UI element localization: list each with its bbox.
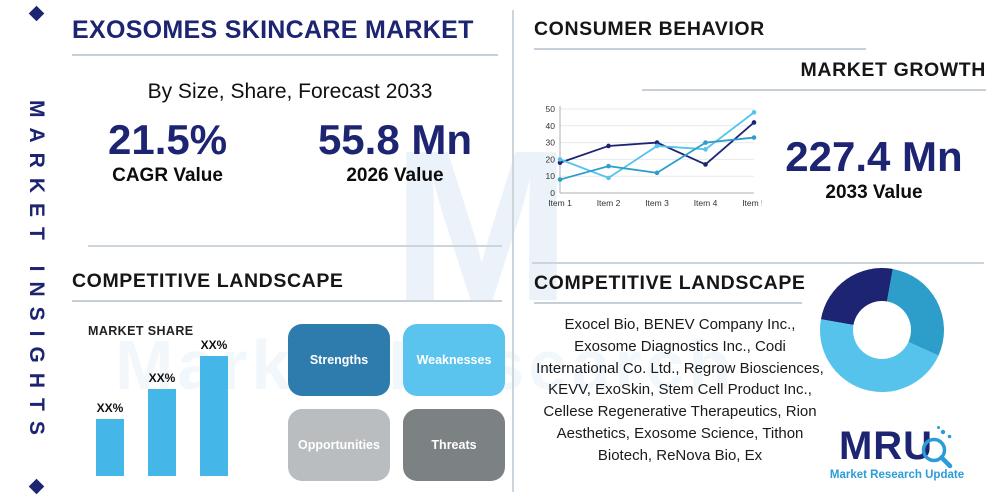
- mru-logo-text: MRU: [838, 424, 934, 468]
- swot-tile-threats: Threats: [403, 409, 505, 481]
- consumer-behavior-underline: [534, 48, 866, 50]
- value-2026-stat: 55.8 Mn 2026 Value: [318, 116, 472, 187]
- svg-text:10: 10: [546, 171, 556, 181]
- market-share-bar: XX%: [96, 400, 124, 476]
- value-2033-stat: 227.4 Mn 2033 Value: [762, 133, 986, 217]
- market-share-bar: XX%: [200, 338, 228, 476]
- cagr-label: CAGR Value: [112, 165, 223, 187]
- value-2026-value: 55.8 Mn: [317, 116, 472, 163]
- swot-tile-weaknesses: Weaknesses: [403, 324, 505, 396]
- page-title: EXOSOMES SKINCARE MARKET: [72, 16, 474, 44]
- title-underline: [72, 54, 498, 56]
- mru-logo: MRU Market Research Update: [812, 420, 982, 481]
- market-growth-underline: [642, 89, 986, 91]
- swot-grid: Strengths Weaknesses Opportunities Threats: [288, 324, 505, 481]
- market-share-chart: XX% XX% XX%: [96, 338, 268, 476]
- horizontal-divider-left: [88, 245, 502, 247]
- competitive-landscape-right-underline: [534, 302, 802, 304]
- market-insights-rail: MARKET INSIGHTS: [12, 5, 60, 495]
- diamond-icon-bottom: [28, 478, 44, 495]
- market-overview-section: EXOSOMES SKINCARE MARKET By Size, Share,…: [72, 16, 508, 187]
- svg-text:Item 4: Item 4: [694, 198, 718, 208]
- svg-text:Item 2: Item 2: [597, 198, 621, 208]
- swot-tile-strengths: Strengths: [288, 324, 390, 396]
- value-2033-value: 227.4 Mn: [785, 133, 963, 180]
- consumer-behavior-title: CONSUMER BEHAVIOR: [534, 18, 765, 40]
- svg-text:Item 3: Item 3: [645, 198, 669, 208]
- market-insights-label: MARKET INSIGHTS: [25, 99, 48, 445]
- market-growth-title: MARKET GROWTH: [800, 59, 986, 81]
- bar-value-label: XX%: [148, 370, 176, 385]
- competitive-landscape-right-title: COMPETITIVE LANDSCAPE: [534, 272, 806, 294]
- company-list: Exocel Bio, BENEV Company Inc., Exosome …: [536, 316, 824, 464]
- svg-text:50: 50: [546, 104, 556, 114]
- competitive-landscape-left-title: COMPETITIVE LANDSCAPE: [72, 270, 344, 292]
- competitive-landscape-left-content: MARKET SHARE XX% XX% XX% Strengths Weakness…: [72, 308, 508, 481]
- value-2026-label: 2026 Value: [346, 165, 444, 187]
- forecast-subtitle: By Size, Share, Forecast 2033: [147, 80, 433, 103]
- market-share-column: MARKET SHARE XX% XX% XX%: [72, 308, 268, 481]
- bar-value-label: XX%: [200, 338, 228, 353]
- svg-text:30: 30: [546, 138, 556, 148]
- company-share-donut: [819, 267, 944, 392]
- competitive-landscape-left-section: COMPETITIVE LANDSCAPE MARKET SHARE XX% XX…: [72, 270, 508, 481]
- market-share-bar: XX%: [148, 371, 176, 476]
- svg-text:0: 0: [550, 188, 555, 198]
- bar-value-label: XX%: [96, 400, 124, 415]
- svg-text:40: 40: [546, 121, 556, 131]
- competitive-landscape-left-underline: [72, 300, 502, 302]
- stats-row: 21.5% CAGR Value 55.8 Mn 2026 Value: [72, 116, 508, 187]
- swot-tile-opportunities: Opportunities: [288, 409, 390, 481]
- svg-text:20: 20: [546, 154, 556, 164]
- value-2033-label: 2033 Value: [825, 182, 923, 204]
- svg-text:Item 5: Item 5: [742, 198, 762, 208]
- market-growth-chart: 0 10 20 30 40 50 Item 1 Item 2 Item 3 Item 4 Item …: [546, 104, 762, 208]
- market-share-title: MARKET SHARE: [88, 324, 194, 338]
- competitive-landscape-right-section: COMPETITIVE LANDSCAPE Exocel Bio, BENEV …: [534, 267, 986, 498]
- cagr-value: 21.5%: [108, 116, 228, 163]
- cagr-stat: 21.5% CAGR Value: [108, 116, 227, 187]
- mru-logo-row: MRU: [812, 420, 982, 469]
- vertical-divider: [512, 10, 514, 492]
- market-growth-row: 0 10 20 30 40 50 Item 1 Item 2 Item 3 Item 4 Item …: [534, 101, 986, 217]
- mru-tagline: Market Research Update: [829, 469, 965, 481]
- magnifier-icon: [921, 426, 953, 469]
- svg-text:Item 1: Item 1: [548, 198, 572, 208]
- horizontal-divider-right: [532, 262, 984, 264]
- consumer-behavior-section: CONSUMER BEHAVIOR MARKET GROWTH 0 10 20 30 4…: [534, 18, 986, 217]
